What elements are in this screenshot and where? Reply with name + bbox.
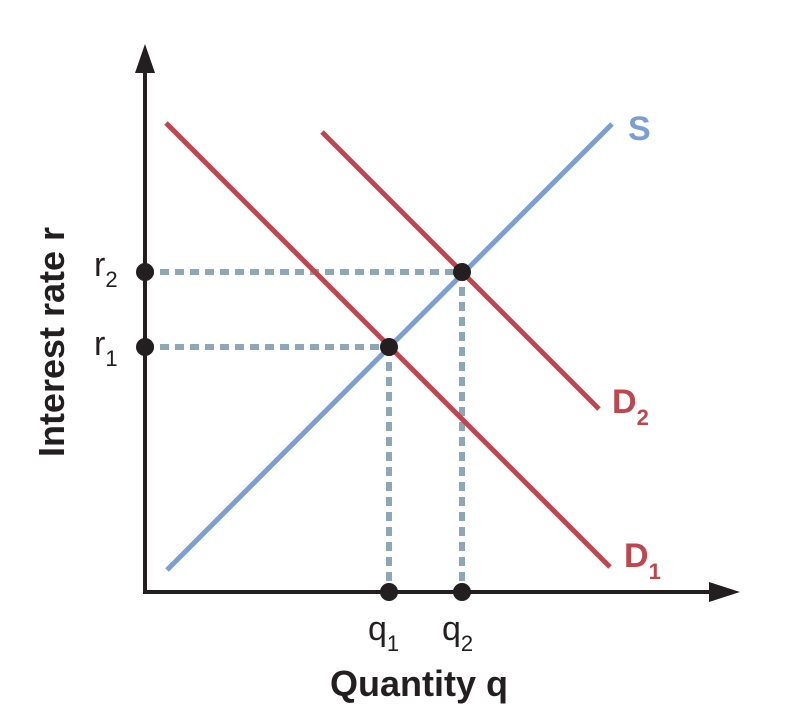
tick-label-q2: q2 bbox=[442, 610, 473, 656]
x-axis-arrowhead bbox=[709, 582, 740, 602]
point-r2-axis bbox=[136, 263, 154, 281]
equilibrium-point-2 bbox=[453, 263, 471, 281]
x-axis-title: Quantity q bbox=[330, 663, 508, 704]
tick-label-q1: q1 bbox=[368, 610, 399, 656]
guide-lines bbox=[145, 269, 465, 592]
point-q2-axis bbox=[453, 583, 471, 601]
y-axis-title: Interest rate r bbox=[31, 227, 72, 457]
points bbox=[136, 263, 471, 601]
point-r1-axis bbox=[136, 338, 154, 356]
demand2-label: D2 bbox=[612, 383, 649, 430]
axes bbox=[135, 44, 740, 602]
demand1-label: D1 bbox=[624, 537, 661, 584]
point-q1-axis bbox=[380, 583, 398, 601]
tick-label-r1: r1 bbox=[94, 325, 118, 371]
equilibrium-point-1 bbox=[380, 338, 398, 356]
tick-label-r2: r2 bbox=[94, 246, 118, 292]
supply-label: S bbox=[628, 110, 651, 148]
y-axis-arrowhead bbox=[135, 44, 155, 73]
